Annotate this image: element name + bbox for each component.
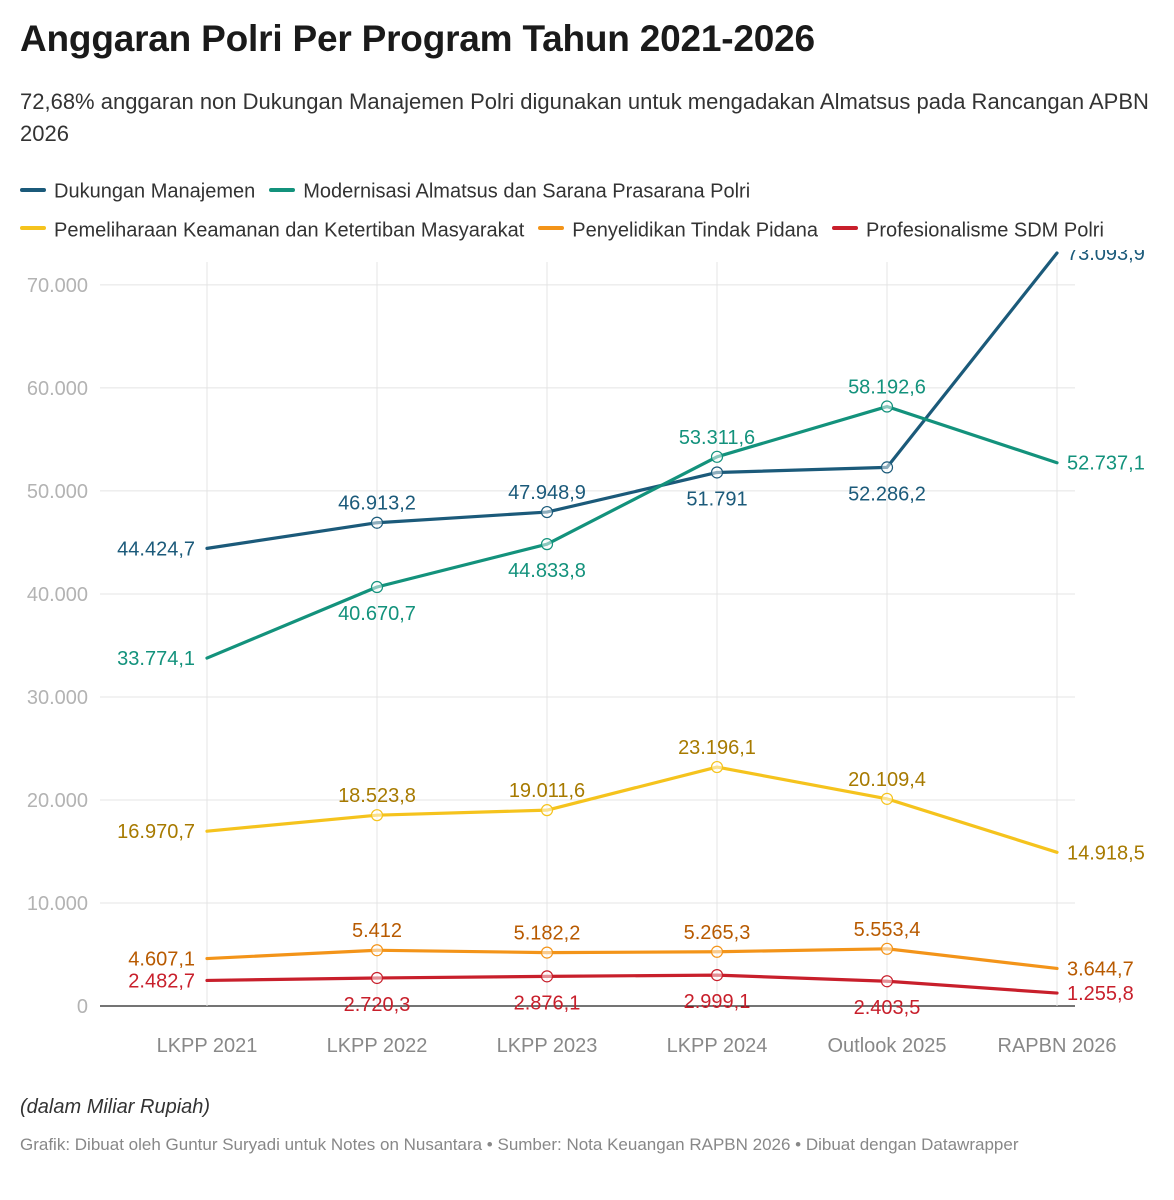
data-point: [540, 804, 554, 817]
data-label: 19.011,6: [509, 780, 585, 802]
series-lines: [205, 251, 1059, 995]
legend-swatch: [832, 226, 859, 231]
legend-label: Profesionalisme SDM Polri: [866, 219, 1104, 242]
data-label: 52.286,2: [848, 483, 926, 505]
legend-label: Modernisasi Almatsus dan Sarana Prasaran…: [303, 180, 751, 203]
data-label: 23.196,1: [678, 737, 756, 759]
data-label: 51.791: [686, 488, 747, 510]
y-tick-label: 10.000: [27, 893, 88, 915]
x-tick-label: LKPP 2021: [157, 1035, 258, 1057]
x-axis-ticks: LKPP 2021 LKPP 2022 LKPP 2023 LKPP 2024 Outl…: [157, 1035, 1117, 1057]
data-label: 33.774,1: [117, 648, 195, 670]
series-line: [205, 404, 1059, 660]
data-label: 40.670,7: [338, 603, 416, 625]
legend-swatch: [20, 187, 46, 192]
y-tick-label: 0: [77, 996, 88, 1018]
data-point: [880, 792, 894, 805]
data-label: 4.607,1: [128, 949, 195, 971]
data-point: [710, 969, 724, 982]
legend-item: Modernisasi Almatsus dan Sarana Prasaran…: [269, 172, 750, 211]
data-label: 1.255,8: [1067, 983, 1134, 1005]
data-label: 5.412: [352, 920, 402, 942]
data-point: [370, 516, 384, 529]
legend-label: Pemeliharaan Keamanan dan Ketertiban Mas…: [54, 219, 525, 242]
series-line: [205, 947, 1059, 971]
data-point: [540, 946, 554, 959]
data-point: [880, 461, 894, 474]
data-label: 5.182,2: [514, 923, 581, 945]
y-tick-label: 60.000: [27, 378, 88, 400]
data-label: 2.999,1: [684, 991, 751, 1013]
data-point: [540, 538, 554, 551]
y-tick-label: 70.000: [27, 275, 88, 297]
data-label: 3.644,7: [1067, 958, 1134, 980]
data-label: 58.192,6: [848, 377, 926, 399]
line-chart: 0 10.000 20.000 30.000 40.000 50.000 60.000 70.…: [27, 250, 1145, 1057]
source-credit: Grafik: Dibuat oleh Guntur Suryadi untuk…: [20, 1135, 1019, 1154]
data-point: [880, 942, 894, 955]
data-label: 14.918,5: [1067, 842, 1145, 864]
series-line: [205, 765, 1059, 854]
data-label: 2.403,5: [854, 997, 921, 1019]
y-tick-label: 20.000: [27, 790, 88, 812]
x-tick-label: LKPP 2024: [667, 1035, 768, 1057]
legend-label: Penyelidikan Tindak Pidana: [572, 219, 819, 242]
x-tick-label: RAPBN 2026: [998, 1035, 1117, 1057]
data-label: 47.948,9: [508, 482, 586, 504]
data-point: [710, 945, 724, 958]
legend-label: Dukungan Manajemen: [54, 180, 256, 203]
data-label: 44.424,7: [117, 538, 195, 560]
data-label: 18.523,8: [338, 785, 416, 807]
data-label: 2.482,7: [128, 970, 195, 992]
legend-item: Profesionalisme SDM Polri: [832, 211, 1104, 250]
data-point: [880, 975, 894, 988]
chart-subtitle: 72,68% anggaran non Dukungan Manajemen P…: [20, 89, 1149, 146]
y-tick-label: 30.000: [27, 687, 88, 709]
legend-item: Pemeliharaan Keamanan dan Ketertiban Mas…: [20, 211, 524, 250]
x-tick-label: Outlook 2025: [828, 1035, 947, 1057]
grid-lines: [100, 262, 1075, 1007]
data-label: 46.913,2: [338, 493, 416, 515]
data-label: 5.553,4: [854, 919, 921, 941]
data-label: 2.876,1: [514, 992, 581, 1014]
data-point: [880, 400, 894, 413]
legend-item: Dukungan Manajemen: [20, 172, 255, 211]
data-label: 16.970,7: [117, 821, 195, 843]
y-tick-label: 40.000: [27, 584, 88, 606]
data-label: 52.737,1: [1067, 453, 1145, 475]
legend-swatch: [20, 226, 46, 231]
x-tick-label: LKPP 2023: [497, 1035, 598, 1057]
series-line: [205, 251, 1059, 550]
unit-note: (dalam Miliar Rupiah): [20, 1096, 211, 1118]
series-line: [205, 973, 1059, 995]
data-label: 20.109,4: [848, 769, 926, 791]
data-label: 53.311,6: [679, 427, 755, 449]
legend-swatch: [538, 226, 565, 231]
chart-legend: Dukungan Manajemen Modernisasi Almatsus d…: [20, 172, 1160, 249]
data-point: [540, 505, 554, 519]
data-label: 44.833,8: [508, 560, 586, 582]
data-label: 2.720,3: [344, 994, 411, 1016]
data-point: [370, 809, 384, 822]
data-labels: 44.424,7 46.913,2 47.948,9 51.791 52.286,2 73…: [117, 250, 1145, 1019]
data-point: [370, 580, 384, 594]
data-point: [540, 970, 554, 983]
data-point: [370, 944, 384, 957]
data-point: [710, 760, 724, 774]
data-label: 5.265,3: [684, 922, 751, 944]
x-tick-label: LKPP 2022: [327, 1035, 428, 1057]
data-point: [370, 971, 384, 985]
y-tick-label: 50.000: [27, 481, 88, 503]
y-axis-ticks: 0 10.000 20.000 30.000 40.000 50.000 60.000 70.…: [27, 275, 88, 1018]
data-point: [710, 466, 724, 479]
legend-swatch: [269, 187, 296, 192]
data-point: [710, 450, 724, 463]
data-label: 73.093,9: [1067, 250, 1145, 265]
chart-title: Anggaran Polri Per Program Tahun 2021-20…: [20, 18, 815, 59]
legend-item: Penyelidikan Tindak Pidana: [538, 211, 818, 250]
